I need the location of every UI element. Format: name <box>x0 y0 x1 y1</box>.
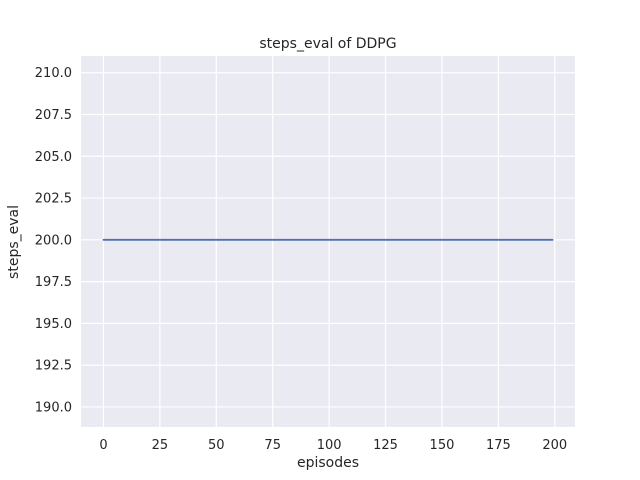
chart-title: steps_eval of DDPG <box>259 36 397 52</box>
y-tick-label: 207.5 <box>35 108 72 123</box>
x-tick-label: 125 <box>373 438 398 453</box>
x-tick-label: 50 <box>208 438 225 453</box>
x-tick-label: 150 <box>430 438 455 453</box>
x-axis-label: episodes <box>296 455 360 471</box>
x-tick-label: 75 <box>264 438 281 453</box>
y-axis-label: steps_eval <box>6 204 22 279</box>
x-tick-label: 100 <box>317 438 342 453</box>
plot-area <box>81 56 575 427</box>
y-tick-label: 190.0 <box>35 400 72 415</box>
y-tick-label: 205.0 <box>35 150 72 165</box>
y-tick-label: 210.0 <box>35 66 72 81</box>
y-tick-label: 197.5 <box>35 275 72 290</box>
y-tick-label: 200.0 <box>35 233 72 248</box>
y-tick-label: 192.5 <box>35 359 72 374</box>
y-tick-label: 195.0 <box>35 317 72 332</box>
x-tick-label: 200 <box>542 438 567 453</box>
y-axis-label-wrap: steps_eval <box>6 56 22 427</box>
x-tick-label: 25 <box>152 438 169 453</box>
x-tick-label: 175 <box>486 438 511 453</box>
x-tick-label: 0 <box>99 438 107 453</box>
y-tick-label: 202.5 <box>35 192 72 207</box>
